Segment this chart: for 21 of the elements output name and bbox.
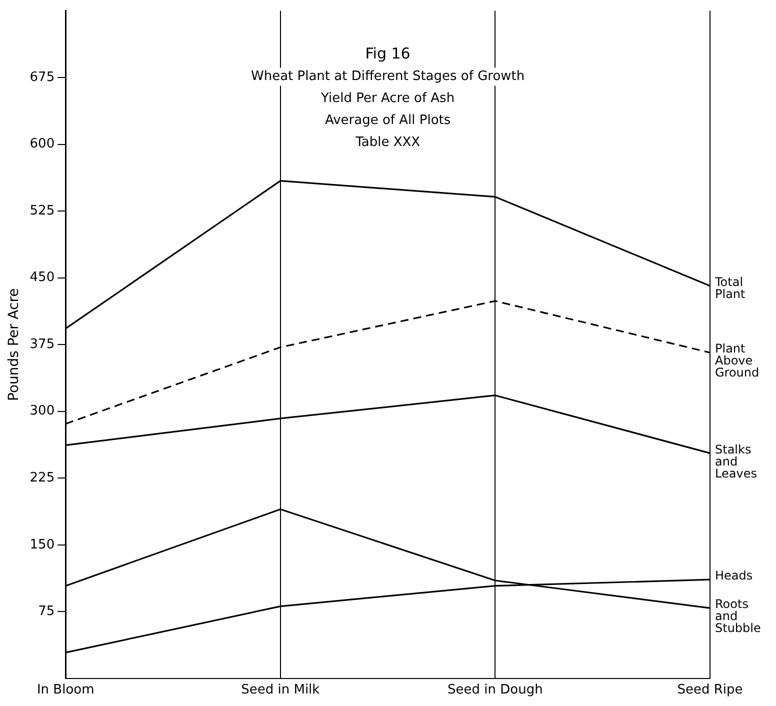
y-axis-title: Pounds Per Acre <box>6 288 22 401</box>
series-label: Stalks and Leaves <box>715 442 757 480</box>
y-tick-label: 150 <box>30 537 55 552</box>
series-label: Plant Above Ground <box>715 342 760 380</box>
x-tick-label: Seed in Milk <box>241 682 320 698</box>
y-tick-label: 675 <box>30 70 55 85</box>
y-tick-label: 225 <box>30 470 55 486</box>
x-tick-label: Seed in Dough <box>448 682 543 698</box>
y-tick-label: 75 <box>38 604 55 620</box>
series-label: Heads <box>715 568 753 583</box>
x-tick-label: In Bloom <box>36 682 94 698</box>
y-tick-label: 450 <box>30 270 55 286</box>
series-label: Total Plant <box>714 274 746 301</box>
y-tick-label: 375 <box>30 336 55 352</box>
y-tick-label: 600 <box>30 136 55 152</box>
x-tick-label: Seed Ripe <box>677 682 743 698</box>
series-label: Roots and Stubble <box>715 597 761 636</box>
y-tick-label: 525 <box>30 203 55 218</box>
y-tick-label: 300 <box>30 404 55 419</box>
text: Fig 16 <box>365 44 410 63</box>
text: Wheat Plant at Different Stages of Growth Yield Per Acre of Ash Average of All Plots Table XXX <box>250 69 525 150</box>
